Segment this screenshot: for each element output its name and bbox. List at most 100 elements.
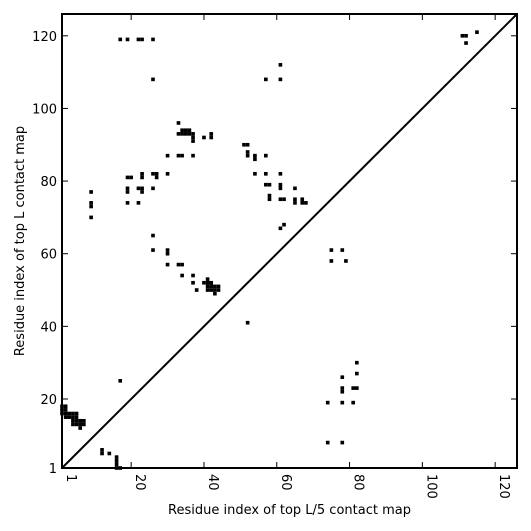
x-tick-label: 1 <box>63 474 78 482</box>
contact-point-upper <box>278 226 283 231</box>
contact-point-upper <box>245 320 250 325</box>
contact-point-upper <box>165 262 170 267</box>
contact-point-upper <box>180 132 184 136</box>
contact-point-upper <box>71 418 75 423</box>
contact-point-upper <box>136 37 141 42</box>
contact-point-lower <box>355 371 359 376</box>
contact-point-upper <box>464 33 468 38</box>
contact-point-lower <box>340 389 345 394</box>
contact-point-upper <box>82 418 86 423</box>
x-tick-label: 40 <box>205 474 220 491</box>
contact-point-upper <box>71 422 75 427</box>
x-tick-label: 120 <box>496 474 511 499</box>
contact-point-upper <box>63 404 68 409</box>
contact-point-upper <box>74 415 79 419</box>
contact-point-upper <box>89 201 93 205</box>
contact-point-upper <box>165 171 170 176</box>
contact-point-upper <box>89 215 93 220</box>
contact-point-upper <box>187 128 192 133</box>
contact-point-lower <box>355 360 359 365</box>
contact-point-upper <box>202 280 206 285</box>
contact-point-upper <box>63 415 68 419</box>
contact-point-upper <box>278 63 283 67</box>
y-tick-label: 40 <box>40 320 57 335</box>
contact-point-upper <box>78 418 83 423</box>
x-tick-label: 80 <box>351 474 366 491</box>
contact-point-upper <box>74 422 79 427</box>
contact-point-upper <box>176 121 181 125</box>
y-tick-label: 60 <box>40 248 57 263</box>
contact-point-upper <box>187 132 192 136</box>
contact-point-upper <box>300 201 305 205</box>
contact-point-upper <box>125 175 130 180</box>
contact-point-upper <box>125 201 130 205</box>
contact-point-upper <box>78 422 83 427</box>
contact-point-upper <box>151 77 155 82</box>
contact-point-upper <box>165 248 170 252</box>
contact-point-lower <box>107 451 112 456</box>
contact-point-upper <box>209 288 214 292</box>
contact-point-upper <box>180 262 184 267</box>
contact-point-upper <box>264 77 268 82</box>
y-axis-title: Residue index of top L contact map <box>13 126 28 356</box>
contact-point-upper <box>151 233 155 238</box>
contact-point-upper <box>154 175 159 180</box>
contact-point-upper <box>264 182 268 187</box>
contact-point-upper <box>245 142 250 147</box>
contact-point-lower <box>355 386 359 390</box>
contact-point-upper <box>151 171 155 176</box>
contact-point-lower <box>325 400 330 405</box>
contact-point-upper <box>151 186 155 191</box>
points-layer <box>60 30 479 470</box>
contact-point-upper <box>140 37 144 42</box>
contact-point-lower <box>100 448 104 452</box>
x-axis-title: Residue index of top L/5 contact map <box>168 503 411 518</box>
contact-point-upper <box>151 37 155 42</box>
contact-point-upper <box>140 190 144 194</box>
contact-point-upper <box>140 186 144 191</box>
y-tick-label: 20 <box>40 393 57 408</box>
contact-point-upper <box>205 284 210 289</box>
contact-point-lower <box>351 400 356 405</box>
contact-point-upper <box>89 190 93 194</box>
contact-point-upper <box>282 197 286 202</box>
contact-point-upper <box>216 284 221 289</box>
y-tick-label: 100 <box>32 102 57 117</box>
contact-point-lower <box>114 462 119 467</box>
contact-point-upper <box>67 415 72 419</box>
contact-point-lower <box>340 440 345 445</box>
plot-frame <box>61 13 518 469</box>
contact-point-upper <box>329 259 334 263</box>
contact-point-upper <box>89 204 93 209</box>
contact-point-upper <box>67 411 72 416</box>
contact-point-upper <box>209 132 214 136</box>
contact-point-lower <box>340 375 345 380</box>
contact-point-upper <box>63 408 68 412</box>
contact-point-upper <box>176 262 181 267</box>
contact-point-upper <box>136 186 141 191</box>
x-tick-label: 100 <box>423 474 438 499</box>
contact-point-upper <box>74 411 79 416</box>
contact-point-upper <box>267 197 272 202</box>
contact-point-upper <box>293 201 297 205</box>
contact-point-upper <box>176 153 181 158</box>
contact-point-upper <box>180 153 184 158</box>
y-tick-label: 80 <box>40 175 57 190</box>
contact-point-upper <box>140 171 144 176</box>
contact-point-upper <box>264 153 268 158</box>
contact-point-lower <box>351 386 356 390</box>
contact-point-upper <box>205 288 210 292</box>
contact-point-upper <box>191 139 195 143</box>
contact-point-upper <box>202 135 206 140</box>
contact-point-upper <box>63 411 68 416</box>
contact-point-upper <box>253 153 257 158</box>
contact-point-upper <box>205 277 210 281</box>
contact-point-upper <box>245 150 250 154</box>
contact-point-upper <box>278 197 283 202</box>
contact-point-upper <box>176 132 181 136</box>
contact-point-upper <box>125 186 130 191</box>
contact-point-upper <box>213 288 217 292</box>
contact-point-upper <box>180 273 184 278</box>
contact-point-lower <box>114 455 119 459</box>
contact-point-upper <box>264 171 268 176</box>
